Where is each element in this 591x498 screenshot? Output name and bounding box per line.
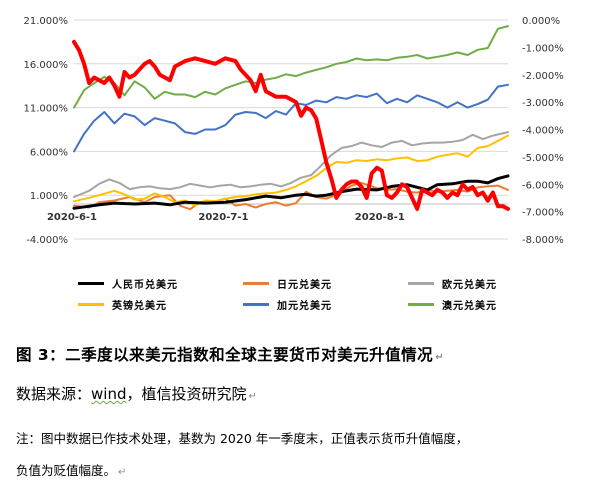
series-line-1	[73, 131, 509, 198]
series-line-3	[73, 83, 509, 153]
paragraph-mark: ↵	[435, 352, 445, 363]
left-tick-label: 11.000%	[24, 104, 69, 115]
source-wind: wind	[91, 385, 127, 403]
exchange-rate-chart: 21.000% 16.000% 11.000% 6.000% 1.000% -4.000%…	[24, 16, 564, 246]
legend-swatch	[408, 303, 434, 306]
left-tick-label: 6.000%	[30, 147, 68, 158]
note-line-1: 注：图中数据已作技术处理，基数为 2020 年一季度末，正值表示货币升值幅度，	[16, 431, 469, 446]
series-line-6	[72, 39, 510, 211]
left-axis-ticks: 21.000% 16.000% 11.000% 6.000% 1.000% -4.000%	[24, 16, 69, 246]
right-tick-label: -1.000%	[522, 43, 564, 54]
data-source: 数据来源：wind，植信投资研究院 ↵	[16, 385, 257, 403]
figure-title: 图 3：二季度以来美元指数和全球主要货币对美元升值情况 ↵	[16, 346, 445, 364]
legend-label: 加元兑美元	[277, 301, 332, 312]
legend-label: 英镑兑美元	[112, 301, 167, 312]
gridlines	[74, 19, 508, 240]
series-line-5	[72, 174, 510, 210]
right-tick-label: -3.000%	[522, 98, 564, 109]
x-tick-label: 2020-7-1	[198, 212, 248, 223]
left-tick-label: 16.000%	[24, 60, 69, 71]
right-tick-label: -8.000%	[522, 235, 564, 246]
right-tick-label: -6.000%	[522, 180, 564, 191]
legend-swatch	[408, 282, 434, 285]
left-tick-label: 21.000%	[24, 16, 69, 27]
right-tick-label: 0.000%	[522, 16, 560, 27]
legend-swatch	[243, 303, 269, 306]
x-axis-ticks: 2020-6-1 2020-7-1 2020-8-1	[47, 212, 405, 223]
series-line-4	[73, 25, 509, 109]
left-tick-label: 1.000%	[30, 191, 68, 202]
legend-label: 日元兑美元	[277, 280, 332, 291]
series-lines	[72, 25, 510, 211]
note-line-2: 负值为贬值幅度。 ↵	[16, 463, 127, 478]
legend-swatch	[78, 303, 104, 306]
right-tick-label: -5.000%	[522, 153, 564, 164]
paragraph-mark: ↵	[248, 391, 257, 402]
right-tick-label: -7.000%	[522, 208, 564, 219]
paragraph-mark: ↵	[118, 467, 127, 478]
legend-swatch	[78, 282, 104, 285]
right-axis-ticks: 0.000% -1.000% -2.000% -3.000% -4.000% -5.000…	[522, 16, 564, 246]
legend-swatch	[243, 282, 269, 285]
x-tick-label: 2020-6-1	[47, 212, 97, 223]
left-tick-label: -4.000%	[26, 235, 68, 246]
legend-label: 欧元兑美元	[442, 280, 497, 291]
x-tick-label: 2020-8-1	[355, 212, 405, 223]
series-line-2	[73, 134, 509, 207]
legend-label: 澳元兑美元	[442, 301, 497, 312]
legend-label: 人民币兑美元	[112, 280, 178, 291]
right-tick-label: -2.000%	[522, 71, 564, 82]
right-tick-label: -4.000%	[522, 126, 564, 137]
